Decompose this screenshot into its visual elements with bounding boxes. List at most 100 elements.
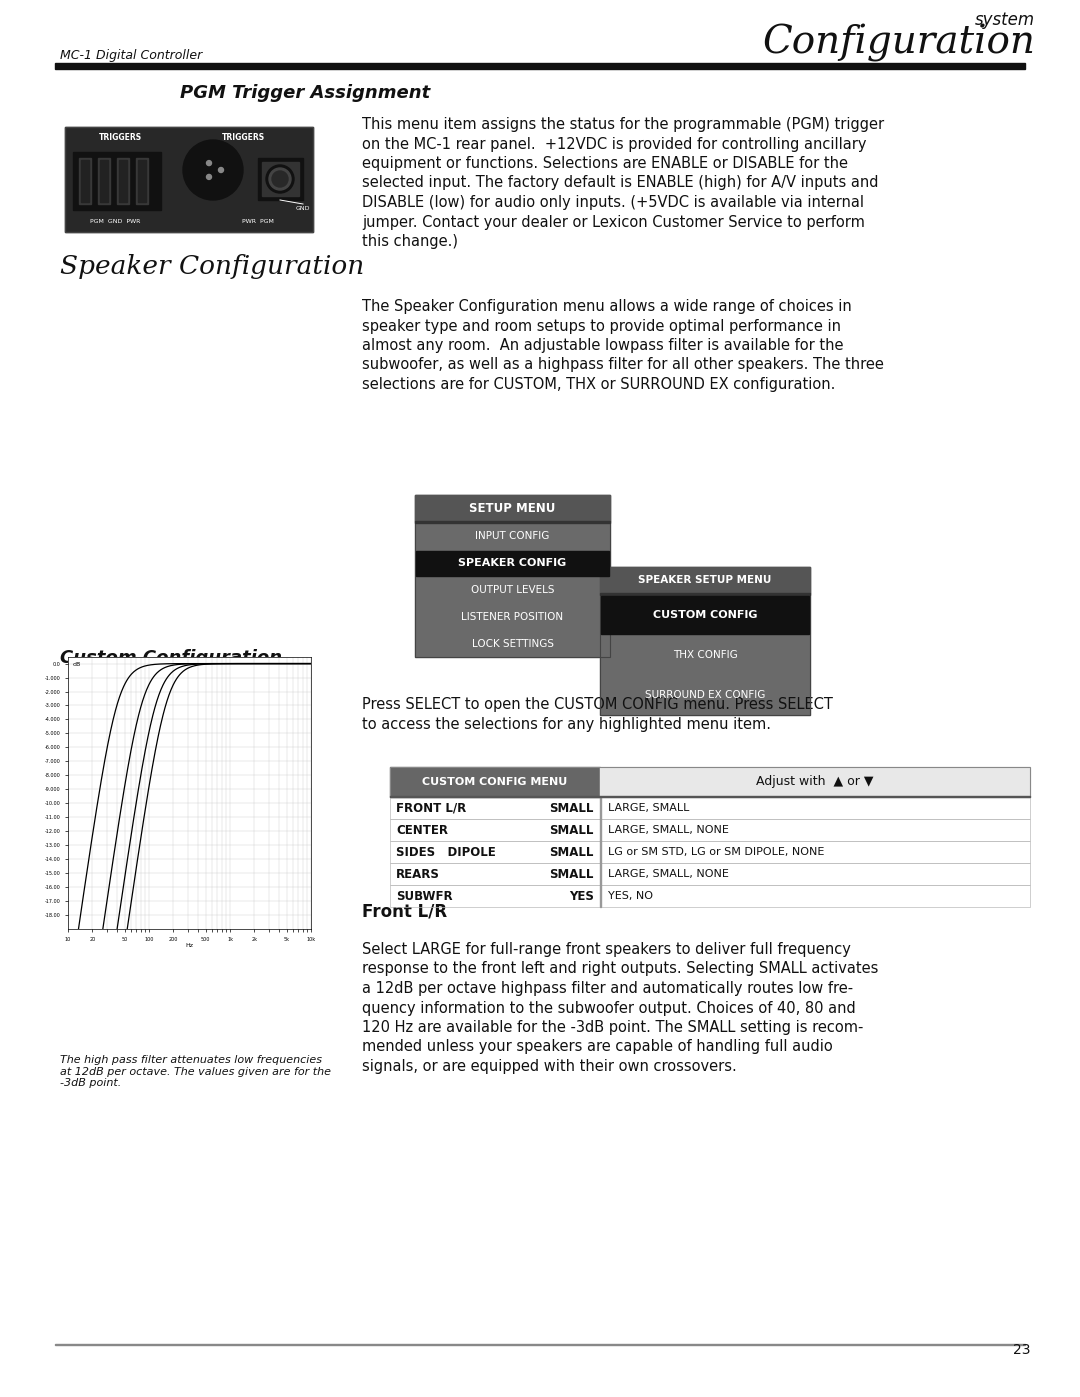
Text: FRONT L/R: FRONT L/R xyxy=(396,802,467,814)
Text: mended unless your speakers are capable of handling full audio: mended unless your speakers are capable … xyxy=(362,1039,833,1055)
Bar xyxy=(81,161,89,203)
Text: THX CONFIG: THX CONFIG xyxy=(673,650,738,659)
Bar xyxy=(390,841,1030,863)
Bar xyxy=(390,819,1030,841)
Text: LARGE, SMALL, NONE: LARGE, SMALL, NONE xyxy=(608,826,729,835)
Text: LISTENER POSITION: LISTENER POSITION xyxy=(461,612,564,622)
Bar xyxy=(390,886,1030,907)
Bar xyxy=(600,592,810,595)
Bar xyxy=(79,158,91,204)
Text: selections are for CUSTOM, THX or SURROUND EX configuration.: selections are for CUSTOM, THX or SURROU… xyxy=(362,377,835,393)
Text: CENTER: CENTER xyxy=(396,823,448,837)
Text: this change.): this change.) xyxy=(362,235,458,249)
Text: selected input. The factory default is ENABLE (high) for A/V inputs and: selected input. The factory default is E… xyxy=(362,176,878,190)
Text: SMALL: SMALL xyxy=(550,823,594,837)
Text: Custom Configuration: Custom Configuration xyxy=(60,650,282,666)
Text: system: system xyxy=(975,11,1035,29)
Text: Configuration: Configuration xyxy=(762,24,1035,61)
Bar xyxy=(65,127,313,232)
Text: IR IN: IR IN xyxy=(205,144,221,149)
Bar xyxy=(262,162,299,196)
Text: The Speaker Configuration menu allows a wide range of choices in: The Speaker Configuration menu allows a … xyxy=(362,299,852,314)
Circle shape xyxy=(269,168,291,190)
Text: signals, or are equipped with their own crossovers.: signals, or are equipped with their own … xyxy=(362,1059,737,1074)
Bar xyxy=(390,798,1030,819)
Text: quency information to the subwoofer output. Choices of 40, 80 and: quency information to the subwoofer outp… xyxy=(362,1000,855,1016)
Text: SETUP MENU: SETUP MENU xyxy=(470,502,556,514)
Bar xyxy=(600,597,809,634)
Bar xyxy=(600,767,1030,798)
Circle shape xyxy=(187,144,239,196)
Bar xyxy=(55,63,1025,68)
Text: PGM  GND  PWR: PGM GND PWR xyxy=(90,219,140,224)
Bar xyxy=(390,886,1030,907)
Text: CUSTOM CONFIG: CUSTOM CONFIG xyxy=(652,610,757,620)
Circle shape xyxy=(206,161,212,166)
Bar xyxy=(65,127,313,232)
Text: Select LARGE for full-range front speakers to deliver full frequency: Select LARGE for full-range front speake… xyxy=(362,942,851,957)
Bar xyxy=(390,841,1030,863)
Bar xyxy=(390,863,1030,886)
Text: SPEAKER CONFIG: SPEAKER CONFIG xyxy=(458,559,567,569)
Circle shape xyxy=(266,165,294,193)
Text: LARGE, SMALL, NONE: LARGE, SMALL, NONE xyxy=(608,869,729,879)
Bar xyxy=(390,767,600,798)
Bar xyxy=(415,495,610,521)
Bar xyxy=(600,567,810,715)
Text: GND: GND xyxy=(296,205,310,211)
Bar xyxy=(415,495,610,657)
Bar xyxy=(600,567,810,592)
Bar xyxy=(258,158,303,200)
Circle shape xyxy=(206,175,212,179)
Text: equipment or functions. Selections are ENABLE or DISABLE for the: equipment or functions. Selections are E… xyxy=(362,156,848,170)
Bar xyxy=(98,158,110,204)
Text: Front L/R: Front L/R xyxy=(362,902,447,921)
Circle shape xyxy=(191,148,235,191)
Text: SIDES   DIPOLE: SIDES DIPOLE xyxy=(396,845,496,859)
Text: subwoofer, as well as a highpass filter for all other speakers. The three: subwoofer, as well as a highpass filter … xyxy=(362,358,883,373)
Circle shape xyxy=(183,140,243,200)
Text: MC-1 Digital Controller: MC-1 Digital Controller xyxy=(60,49,202,61)
Text: dB: dB xyxy=(73,662,81,666)
Text: DISABLE (low) for audio only inputs. (+5VDC is available via internal: DISABLE (low) for audio only inputs. (+5… xyxy=(362,196,864,210)
Bar xyxy=(415,521,610,522)
Bar xyxy=(117,158,129,204)
Text: 120 Hz are available for the -3dB point. The SMALL setting is recom-: 120 Hz are available for the -3dB point.… xyxy=(362,1020,863,1035)
Text: PWR  PGM: PWR PGM xyxy=(242,219,274,224)
Text: on the MC-1 rear panel.  +12VDC is provided for controlling ancillary: on the MC-1 rear panel. +12VDC is provid… xyxy=(362,137,866,151)
Text: Adjust with  ▲ or ▼: Adjust with ▲ or ▼ xyxy=(756,775,874,788)
Bar xyxy=(390,863,1030,886)
Bar xyxy=(600,567,810,715)
Bar xyxy=(119,161,127,203)
Text: The high pass filter attenuates low frequencies
at 12dB per octave. The values g: The high pass filter attenuates low freq… xyxy=(60,1055,330,1088)
Text: response to the front left and right outputs. Selecting SMALL activates: response to the front left and right out… xyxy=(362,961,878,977)
Text: Speaker Configuration: Speaker Configuration xyxy=(60,254,364,279)
Bar xyxy=(136,158,148,204)
Circle shape xyxy=(218,168,224,172)
Text: SMALL: SMALL xyxy=(550,802,594,814)
Text: almost any room.  An adjustable lowpass filter is available for the: almost any room. An adjustable lowpass f… xyxy=(362,338,843,353)
Text: OUTPUT LEVELS: OUTPUT LEVELS xyxy=(471,585,554,595)
Text: 23: 23 xyxy=(1013,1343,1030,1356)
Bar xyxy=(100,161,108,203)
Text: YES: YES xyxy=(569,890,594,902)
Bar xyxy=(390,819,1030,841)
Text: INPUT CONFIG: INPUT CONFIG xyxy=(475,531,550,542)
Bar xyxy=(390,798,1030,819)
Bar xyxy=(390,767,1030,798)
Text: LOCK SETTINGS: LOCK SETTINGS xyxy=(472,638,554,648)
Text: TRIGGERS: TRIGGERS xyxy=(221,133,265,142)
Text: CUSTOM CONFIG MENU: CUSTOM CONFIG MENU xyxy=(422,777,568,787)
Text: to access the selections for any highlighted menu item.: to access the selections for any highlig… xyxy=(362,717,771,732)
Text: SPEAKER SETUP MENU: SPEAKER SETUP MENU xyxy=(638,576,772,585)
Text: SURROUND EX CONFIG: SURROUND EX CONFIG xyxy=(645,690,766,700)
Text: PGM Trigger Assignment: PGM Trigger Assignment xyxy=(180,84,430,102)
Text: a 12dB per octave highpass filter and automatically routes low fre-: a 12dB per octave highpass filter and au… xyxy=(362,981,853,996)
Bar xyxy=(390,795,1030,798)
Text: REARS: REARS xyxy=(396,868,440,880)
Text: Press SELECT to open the CUSTOM CONFIG menu. Press SELECT: Press SELECT to open the CUSTOM CONFIG m… xyxy=(362,697,833,712)
Text: LARGE, SMALL: LARGE, SMALL xyxy=(608,803,689,813)
Text: speaker type and room setups to provide optimal performance in: speaker type and room setups to provide … xyxy=(362,319,841,334)
Text: SUBWFR: SUBWFR xyxy=(396,890,453,902)
Text: TRIGGERS: TRIGGERS xyxy=(98,133,141,142)
